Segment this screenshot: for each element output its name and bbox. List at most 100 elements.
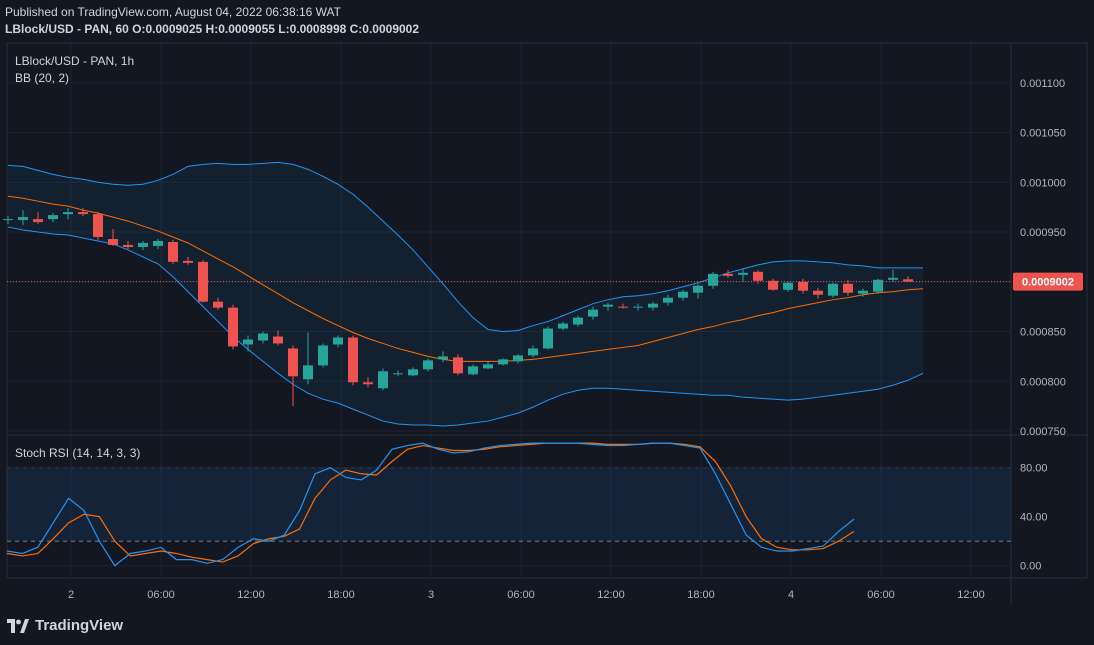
candle	[483, 361, 493, 370]
candle	[663, 294, 673, 306]
candle-body	[48, 215, 58, 220]
price-tick-label: 0.001050	[1020, 128, 1066, 140]
candle	[3, 216, 13, 225]
stoch-rsi-title: Stoch RSI (14, 14, 3, 3)	[15, 446, 140, 460]
candle-body	[153, 240, 163, 246]
candle	[723, 269, 733, 278]
candle	[138, 240, 148, 250]
candle	[453, 354, 463, 376]
tradingview-logo[interactable]: TradingView	[7, 617, 123, 634]
candle	[498, 358, 508, 366]
time-tick-label: 18:00	[687, 589, 715, 601]
candle-body	[498, 359, 508, 365]
candle-body	[513, 355, 523, 362]
candle-body	[783, 282, 793, 290]
time-tick-label: 06:00	[507, 589, 535, 601]
time-tick-label: 3	[428, 589, 434, 601]
candle-body	[18, 217, 28, 221]
candle	[438, 351, 448, 363]
candle	[528, 345, 538, 358]
candle-body	[648, 303, 658, 308]
time-tick-label: 12:00	[597, 589, 625, 601]
candle	[333, 335, 343, 348]
candle	[558, 321, 568, 331]
candle	[168, 239, 178, 264]
candle	[648, 301, 658, 311]
candle-body	[393, 373, 403, 375]
candle-body	[123, 244, 133, 247]
candle-body	[753, 271, 763, 281]
price-tick-label: 0.000800	[1020, 376, 1066, 388]
price-tick-label: 0.001000	[1020, 177, 1066, 189]
candle	[408, 367, 418, 377]
candle-body	[798, 281, 808, 291]
bb-lower-line	[7, 226, 924, 427]
bb-indicator-label: BB (20, 2)	[15, 71, 69, 85]
candle-body	[873, 279, 883, 292]
candle	[318, 343, 328, 368]
candle	[633, 303, 643, 311]
candle-body	[603, 304, 613, 307]
stoch-tick-label: 80.00	[1020, 463, 1048, 475]
candle	[873, 278, 883, 294]
candle	[213, 297, 223, 310]
candle	[603, 302, 613, 311]
stoch-tick-label: 0.00	[1020, 561, 1041, 573]
candle-body	[813, 290, 823, 295]
candle-body	[828, 283, 838, 296]
candle	[348, 335, 358, 386]
candle-body	[453, 357, 463, 374]
price-tick-label: 0.000850	[1020, 327, 1066, 339]
candle-body	[273, 336, 283, 344]
candle	[108, 229, 118, 246]
candle-body	[213, 301, 223, 308]
candle	[78, 208, 88, 217]
candle-body	[93, 214, 103, 238]
candle	[363, 377, 373, 388]
candle-body	[78, 212, 88, 215]
candle-body	[408, 369, 418, 376]
candle	[183, 256, 193, 265]
candle	[678, 289, 688, 301]
bb-basis-line	[7, 195, 924, 362]
candle	[618, 303, 628, 309]
time-tick-label: 4	[788, 589, 794, 601]
candle	[858, 288, 868, 297]
candle	[543, 326, 553, 350]
candle	[783, 281, 793, 292]
stoch-k-line	[6, 442, 855, 567]
candle-body	[573, 317, 583, 325]
candle	[573, 315, 583, 327]
candle-body	[888, 277, 898, 280]
candle-body	[558, 323, 568, 329]
price-tick-label: 0.000950	[1020, 227, 1066, 239]
candle	[888, 269, 898, 282]
time-tick-label: 06:00	[147, 589, 175, 601]
time-tick-label: 2	[68, 589, 74, 601]
candle-body	[543, 328, 553, 349]
candle-body	[903, 279, 913, 282]
candle	[828, 282, 838, 298]
time-tick-label: 06:00	[867, 589, 895, 601]
candle-body	[363, 382, 373, 385]
candle	[468, 364, 478, 376]
candle-body	[438, 356, 448, 360]
candle	[63, 208, 73, 220]
last-price-label: 0.0009002	[1022, 277, 1074, 289]
candle-body	[138, 242, 148, 247]
candle-body	[708, 273, 718, 286]
price-tick-label: 0.000750	[1020, 426, 1066, 438]
candle-body	[243, 339, 253, 345]
candle-body	[3, 219, 13, 221]
candle-body	[33, 219, 43, 223]
candle	[93, 212, 103, 240]
tradingview-logo-icon	[7, 618, 29, 633]
candle	[588, 306, 598, 320]
candle	[768, 278, 778, 291]
candle	[303, 332, 313, 385]
candle-body	[378, 371, 388, 389]
candle-body	[168, 241, 178, 262]
candle	[903, 276, 913, 282]
candle	[378, 368, 388, 391]
